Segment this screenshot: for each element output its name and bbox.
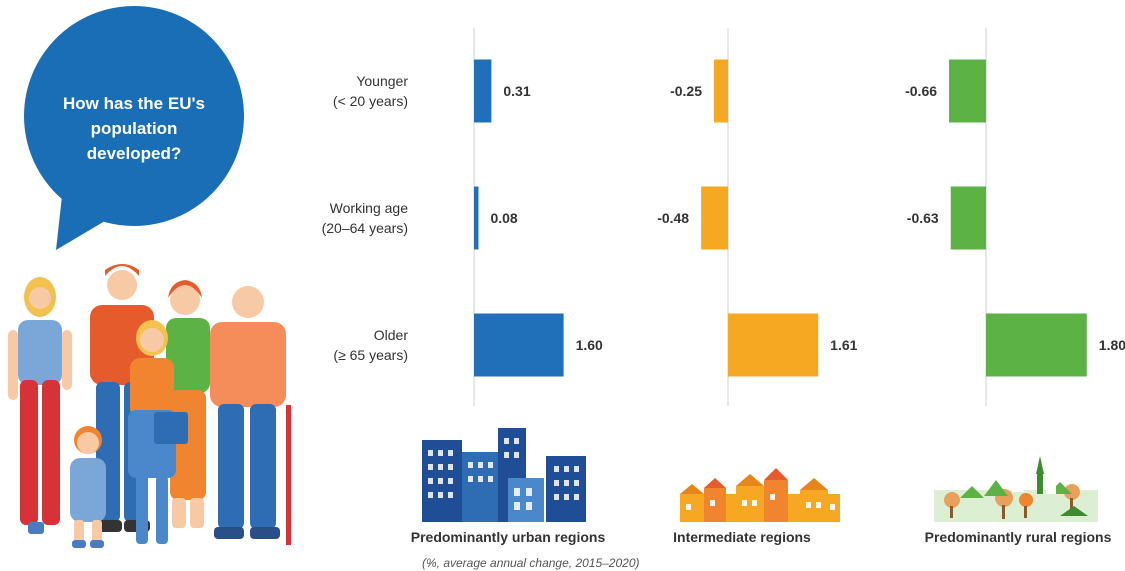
- bar-rural-younger: [949, 59, 986, 123]
- value-label-intermediate-older: 1.61: [830, 337, 857, 353]
- bar-rural-working-age: [950, 186, 986, 250]
- bubble-line-1: How has the EU's: [63, 94, 205, 113]
- region-label-urban: Predominantly urban regions: [411, 529, 606, 545]
- bar-rural-older: [986, 313, 1087, 377]
- value-label-rural-working-age: -0.63: [907, 210, 939, 226]
- category-label-older-line2: (≥ 65 years): [333, 347, 408, 363]
- bar-urban-younger: [474, 59, 492, 123]
- bar-urban-older: [474, 313, 564, 377]
- value-label-rural-older: 1.80: [1099, 337, 1125, 353]
- category-label-older-line1: Older: [374, 327, 409, 343]
- region-label-intermediate: Intermediate regions: [673, 529, 811, 545]
- child-figure-icon: [70, 426, 106, 548]
- bar-intermediate-younger: [714, 59, 728, 123]
- woman-figure-icon: [8, 277, 72, 534]
- chart-note: (%, average annual change, 2015–2020): [422, 556, 640, 570]
- city-icon: [422, 428, 586, 522]
- value-label-urban-younger: 0.31: [503, 83, 530, 99]
- bubble-line-2: population: [91, 119, 178, 138]
- category-labels: Younger (< 20 years) Working age (20–64 …: [322, 73, 409, 363]
- family-illustration: [8, 264, 291, 548]
- bar-intermediate-older: [728, 313, 819, 377]
- region-label-rural: Predominantly rural regions: [925, 529, 1112, 545]
- speech-bubble-shape: [24, 6, 244, 226]
- value-label-urban-older: 1.60: [576, 337, 603, 353]
- value-label-intermediate-working-age: -0.48: [657, 210, 689, 226]
- speech-bubble: How has the EU's population developed?: [24, 6, 244, 250]
- bar-urban-working-age: [474, 186, 479, 250]
- rural-icon: [934, 456, 1098, 522]
- bubble-line-3: developed?: [87, 144, 181, 163]
- category-label-working-line1: Working age: [330, 200, 409, 216]
- category-label-working-line2: (20–64 years): [322, 220, 408, 236]
- town-icon: [680, 468, 840, 522]
- value-label-urban-working-age: 0.08: [490, 210, 517, 226]
- category-label-younger-line2: (< 20 years): [333, 93, 408, 109]
- value-label-intermediate-younger: -0.25: [670, 83, 702, 99]
- grandmother-figure-icon: [166, 280, 210, 528]
- grandfather-figure-icon: [210, 286, 291, 545]
- bars-layer: 0.31 0.08 1.60 -0.25 -0.48 1.61 -0.66 -0.63 1.80: [474, 59, 1125, 377]
- value-label-rural-younger: -0.66: [905, 83, 937, 99]
- bar-intermediate-working-age: [701, 186, 728, 250]
- speech-bubble-tail: [56, 196, 110, 250]
- girl-figure-icon: [128, 320, 188, 544]
- category-label-younger-line1: Younger: [356, 73, 408, 89]
